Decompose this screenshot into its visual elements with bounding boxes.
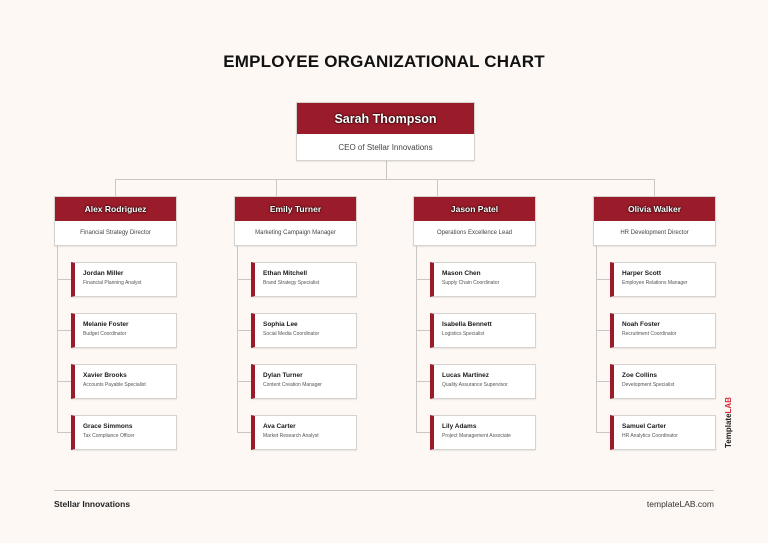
footer-site-link[interactable]: templateLAB.com xyxy=(646,499,714,509)
connector-branch-trunk xyxy=(416,246,417,433)
manager-node[interactable]: Emily Turner Marketing Campaign Manager xyxy=(234,196,357,246)
employee-name: Lily Adams xyxy=(442,423,477,430)
employee-name: Lucas Martinez xyxy=(442,372,489,379)
employee-card[interactable]: Xavier Brooks Accounts Payable Specialist xyxy=(71,364,177,399)
brand-part2: LAB xyxy=(724,397,733,414)
connector-branch xyxy=(596,330,610,331)
manager-name: Alex Rodriguez xyxy=(55,197,176,221)
employee-name: Harper Scott xyxy=(622,270,662,277)
employee-role: Accounts Payable Specialist xyxy=(83,382,146,388)
connector-branch xyxy=(237,432,251,433)
employee-role: Supply Chain Coordinator xyxy=(442,280,500,286)
connector-branch xyxy=(596,432,610,433)
employee-role: Project Management Associate xyxy=(442,433,511,439)
connector-branch xyxy=(416,279,430,280)
connector-branch xyxy=(596,279,610,280)
employee-card[interactable]: Ava Carter Market Research Analyst xyxy=(251,415,357,450)
employee-card[interactable]: Isabella Bennett Logistics Specialist xyxy=(430,313,536,348)
manager-node[interactable]: Olivia Walker HR Development Director xyxy=(593,196,716,246)
connector-mgr-1 xyxy=(276,179,277,196)
manager-name: Olivia Walker xyxy=(594,197,715,221)
connector-branch xyxy=(416,381,430,382)
connector-branch xyxy=(57,432,71,433)
connector-branch xyxy=(237,330,251,331)
employee-card[interactable]: Mason Chen Supply Chain Coordinator xyxy=(430,262,536,297)
connector-mgr-2 xyxy=(437,179,438,196)
connector-horizontal xyxy=(115,179,654,180)
manager-name: Jason Patel xyxy=(414,197,535,221)
employee-role: Employee Relations Manager xyxy=(622,280,688,286)
employee-card[interactable]: Samuel Carter HR Analytics Coordinator xyxy=(610,415,716,450)
employee-role: Logistics Specialist xyxy=(442,331,485,337)
connector-branch xyxy=(237,279,251,280)
employee-role: Financial Planning Analyst xyxy=(83,280,142,286)
employee-role: Budget Coordinator xyxy=(83,331,127,337)
page-title: EMPLOYEE ORGANIZATIONAL CHART xyxy=(223,52,545,71)
ceo-name: Sarah Thompson xyxy=(297,103,474,134)
connector-branch xyxy=(416,330,430,331)
manager-role: Financial Strategy Director xyxy=(80,230,151,236)
connector-branch xyxy=(57,279,71,280)
employee-name: Dylan Turner xyxy=(263,372,303,379)
employee-name: Sophia Lee xyxy=(263,321,298,328)
footer-divider xyxy=(54,490,714,491)
employee-card[interactable]: Ethan Mitchell Brand Strategy Specialist xyxy=(251,262,357,297)
employee-role: Social Media Coordinator xyxy=(263,331,320,337)
connector-branch-trunk xyxy=(237,246,238,433)
footer-company: Stellar Innovations xyxy=(54,499,131,509)
employee-role: Tax Compliance Officer xyxy=(83,433,135,439)
employee-name: Zoe Collins xyxy=(622,372,658,379)
employee-role: Market Research Analyst xyxy=(263,433,319,439)
connector-branch-trunk xyxy=(57,246,58,433)
employee-name: Jordan Miller xyxy=(83,270,124,277)
employee-card[interactable]: Zoe Collins Development Specialist xyxy=(610,364,716,399)
employee-card[interactable]: Grace Simmons Tax Compliance Officer xyxy=(71,415,177,450)
connector-branch xyxy=(57,381,71,382)
connector-mgr-3 xyxy=(654,179,655,196)
employee-card[interactable]: Sophia Lee Social Media Coordinator xyxy=(251,313,357,348)
employee-role: Recruitment Coordinator xyxy=(622,331,677,337)
employee-role: Quality Assurance Supervisor xyxy=(442,382,508,388)
brand-part1: Template xyxy=(724,413,733,448)
employee-name: Noah Foster xyxy=(622,321,660,328)
connector-branch xyxy=(596,381,610,382)
employee-card[interactable]: Jordan Miller Financial Planning Analyst xyxy=(71,262,177,297)
manager-role: HR Development Director xyxy=(620,230,689,236)
employee-role: Brand Strategy Specialist xyxy=(263,280,320,286)
connector-mgr-0 xyxy=(115,179,116,196)
employee-card[interactable]: Lily Adams Project Management Associate xyxy=(430,415,536,450)
employee-role: Development Specialist xyxy=(622,382,675,388)
employee-card[interactable]: Dylan Turner Content Creation Manager xyxy=(251,364,357,399)
employee-card[interactable]: Lucas Martinez Quality Assurance Supervis… xyxy=(430,364,536,399)
connector-branch xyxy=(57,330,71,331)
employee-name: Xavier Brooks xyxy=(83,372,127,379)
manager-role: Marketing Campaign Manager xyxy=(255,230,336,236)
connector-branch xyxy=(237,381,251,382)
employee-name: Samuel Carter xyxy=(622,423,667,430)
employee-name: Grace Simmons xyxy=(83,423,133,430)
employee-name: Ethan Mitchell xyxy=(263,270,308,277)
connector-ceo-down xyxy=(386,161,387,179)
employee-card[interactable]: Noah Foster Recruitment Coordinator xyxy=(610,313,716,348)
employee-name: Isabella Bennett xyxy=(442,321,492,328)
ceo-node[interactable]: Sarah Thompson CEO of Stellar Innovation… xyxy=(296,102,475,161)
employee-name: Ava Carter xyxy=(263,423,296,430)
employee-card[interactable]: Harper Scott Employee Relations Manager xyxy=(610,262,716,297)
manager-node[interactable]: Jason Patel Operations Excellence Lead xyxy=(413,196,536,246)
employee-card[interactable]: Melanie Foster Budget Coordinator xyxy=(71,313,177,348)
templatelab-logo: TemplateLAB xyxy=(724,397,733,448)
ceo-role: CEO of Stellar Innovations xyxy=(338,142,433,152)
connector-branch xyxy=(416,432,430,433)
employee-role: Content Creation Manager xyxy=(263,382,322,388)
employee-name: Melanie Foster xyxy=(83,321,129,328)
manager-role: Operations Excellence Lead xyxy=(436,230,513,236)
employee-role: HR Analytics Coordinator xyxy=(622,433,678,439)
manager-node[interactable]: Alex Rodriguez Financial Strategy Direct… xyxy=(54,196,177,246)
employee-name: Mason Chen xyxy=(442,270,481,277)
connector-branch-trunk xyxy=(596,246,597,433)
manager-name: Emily Turner xyxy=(235,197,356,221)
